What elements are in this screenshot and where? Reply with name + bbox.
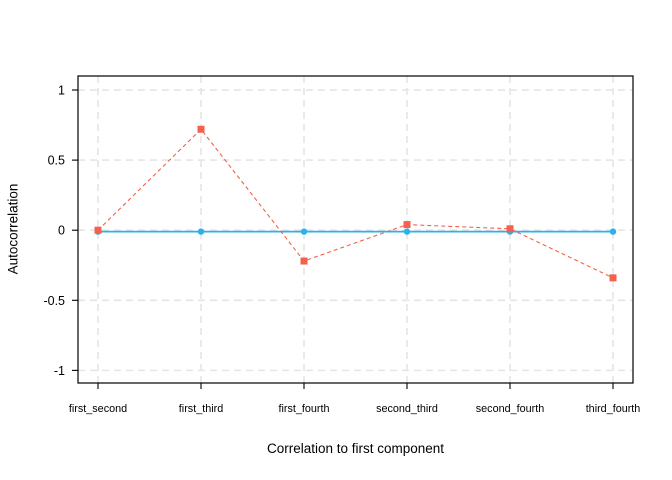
x-tick-label: second_third [376, 403, 438, 415]
data-point-component-correlation [403, 221, 411, 229]
x-tick-label: second_fourth [476, 403, 544, 415]
panel-border [77, 75, 634, 384]
data-point-component-correlation [197, 125, 205, 133]
series-line-component-correlation [97, 128, 614, 279]
x-tick-label: first_fourth [278, 403, 329, 415]
y-tick-label: 0.5 [48, 154, 65, 168]
y-tick-label: 0 [58, 224, 65, 238]
data-point-reference-autocorrelation [403, 228, 411, 235]
data-point-component-correlation [94, 226, 102, 234]
y-tick-label: 1 [58, 84, 65, 98]
data-point-reference-autocorrelation [609, 228, 617, 235]
data-point-component-correlation [506, 225, 514, 233]
y-tick-label: -1 [54, 364, 65, 378]
y-tick-label: -0.5 [43, 294, 65, 308]
data-point-component-correlation [609, 274, 617, 282]
x-tick-label: third_fourth [586, 403, 641, 415]
x-tick-label: first_second [69, 403, 127, 415]
x-tick-label: first_third [179, 403, 223, 415]
data-point-reference-autocorrelation [300, 228, 308, 235]
data-point-component-correlation [300, 257, 308, 265]
x-axis-title: Correlation to first component [266, 441, 445, 456]
data-point-reference-autocorrelation [197, 228, 205, 235]
y-axis-title: Autocorrelation [5, 183, 21, 275]
